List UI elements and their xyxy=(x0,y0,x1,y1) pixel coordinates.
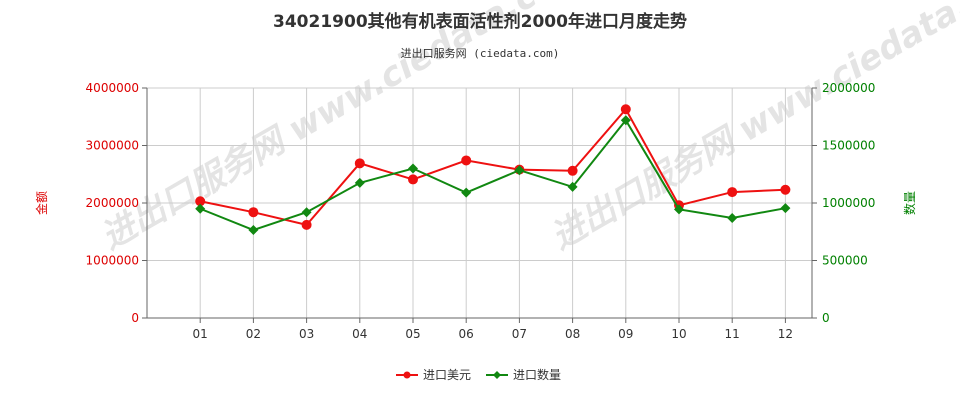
series-0-point-4 xyxy=(408,174,418,185)
legend-label-usd: 进口美元 xyxy=(423,368,471,382)
x-tick-label-0: 01 xyxy=(193,327,208,341)
series-1-point-4 xyxy=(408,163,418,174)
right-tick-label-2: 1000000 xyxy=(822,196,875,210)
watermark-1: 进出口服务网 www.ciedata.com xyxy=(545,0,960,258)
x-tick-label-8: 09 xyxy=(618,327,633,341)
legend: 进口美元 进口数量 xyxy=(396,367,561,382)
left-tick-label-4: 4000000 xyxy=(86,81,139,95)
x-tick-label-9: 10 xyxy=(671,327,686,341)
legend-item-qty[interactable]: 进口数量 xyxy=(486,367,561,382)
series-0-point-11 xyxy=(780,184,791,195)
grid xyxy=(147,87,812,319)
series-0-point-1 xyxy=(248,207,259,218)
left-tick-label-0: 0 xyxy=(131,311,139,325)
left-axis-title: 金额 xyxy=(34,191,49,215)
x-tick-label-6: 07 xyxy=(512,327,527,341)
series-line-0 xyxy=(199,107,786,226)
right-tick-label-1: 500000 xyxy=(822,254,868,268)
series-line-1 xyxy=(199,118,786,232)
series-1-point-8 xyxy=(620,115,631,126)
right-tick-label-4: 2000000 xyxy=(822,81,875,95)
right-tick-label-0: 0 xyxy=(822,311,830,325)
x-tick-label-7: 08 xyxy=(565,327,580,341)
left-tick-label-1: 1000000 xyxy=(86,254,139,268)
series-0-point-2 xyxy=(301,219,312,230)
series-0-point-0 xyxy=(195,196,206,207)
series-1-point-7 xyxy=(567,181,578,192)
series-1-point-2 xyxy=(301,207,312,218)
x-tick-label-11: 12 xyxy=(778,327,793,341)
x-tick-label-2: 03 xyxy=(299,327,314,341)
series-0-point-10 xyxy=(727,187,738,198)
series-1-point-6 xyxy=(514,165,525,176)
x-tick-label-3: 04 xyxy=(352,327,367,341)
legend-item-usd[interactable]: 进口美元 xyxy=(396,368,471,382)
series-0-point-8 xyxy=(620,104,631,115)
x-tick-label-5: 06 xyxy=(459,327,474,341)
series-layer xyxy=(195,104,791,236)
right-axis-title: 数量 xyxy=(902,191,917,215)
left-tick-label-2: 2000000 xyxy=(86,196,139,210)
series-1-point-10 xyxy=(727,212,738,223)
x-axis-ticks: 01 02 03 04 05 06 07 08 09 10 11 12 xyxy=(193,318,793,341)
series-1-point-5 xyxy=(461,187,472,198)
series-1-point-3 xyxy=(354,177,365,188)
x-tick-label-10: 11 xyxy=(725,327,740,341)
series-0-point-3 xyxy=(354,158,365,169)
series-0-point-5 xyxy=(461,155,472,166)
series-0-point-7 xyxy=(567,165,578,176)
chart-subtitle: 进出口服务网 (ciedata.com) xyxy=(401,46,560,60)
series-1 xyxy=(195,115,791,236)
x-tick-label-1: 02 xyxy=(246,327,261,341)
left-tick-label-3: 3000000 xyxy=(86,139,139,153)
series-1-point-9 xyxy=(674,204,684,215)
left-axis-ticks: 0 1000000 2000000 3000000 4000000 xyxy=(86,81,147,325)
series-1-point-0 xyxy=(195,203,206,214)
legend-label-qty: 进口数量 xyxy=(513,367,561,382)
right-axis-ticks: 0 500000 1000000 1500000 2000000 xyxy=(812,81,875,325)
right-tick-label-3: 1500000 xyxy=(822,139,875,153)
series-1-point-11 xyxy=(780,203,791,214)
x-tick-label-4: 05 xyxy=(405,327,420,341)
chart-title: 34021900其他有机表面活性剂2000年进口月度走势 xyxy=(273,11,687,32)
series-1-point-1 xyxy=(248,225,259,236)
